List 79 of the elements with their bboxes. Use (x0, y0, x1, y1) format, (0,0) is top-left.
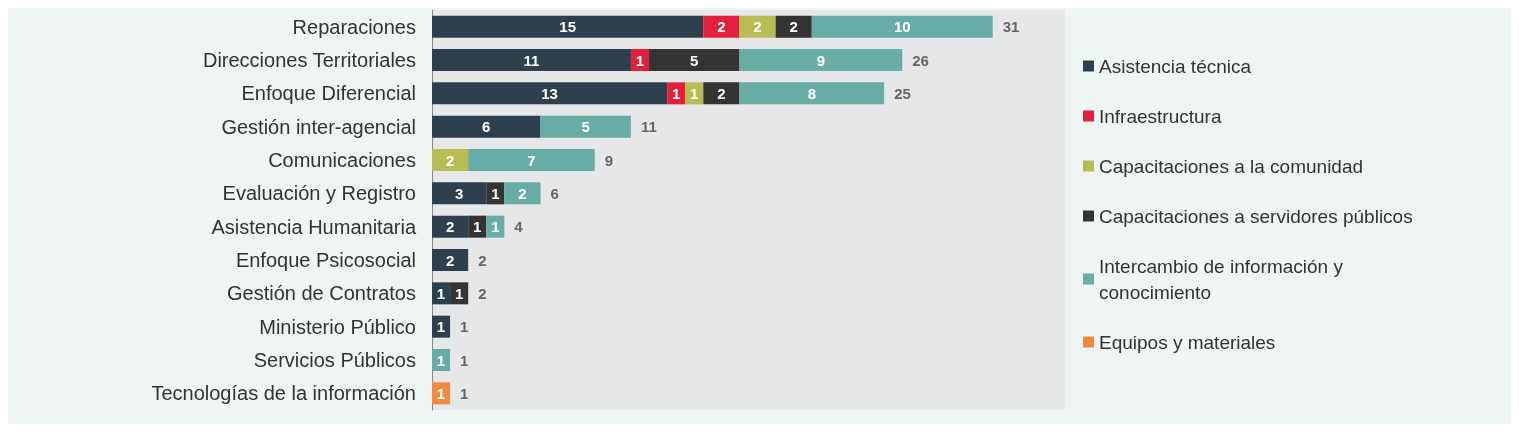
bar (775, 15, 812, 38)
data-label: 1 (491, 218, 500, 236)
data-label: 2 (445, 251, 455, 269)
y-tick-label: Servicios Públicos (253, 349, 416, 371)
data-label: 1 (671, 84, 681, 102)
data-label: 2 (445, 151, 455, 169)
total-label: 1 (460, 351, 469, 369)
bar (432, 215, 469, 238)
bar (811, 15, 993, 38)
y-tick-label: Enfoque Psicosocial (235, 249, 416, 271)
data-label: 2 (717, 84, 726, 102)
data-label: 1 (436, 384, 446, 402)
y-tick-label: Gestión de Contratos (227, 282, 416, 305)
y-tick-label: Reparaciones (292, 15, 416, 38)
legend-label: Intercambio de información y conocimiento (1099, 255, 1349, 303)
bar (739, 82, 885, 105)
total-label: 1 (460, 318, 469, 336)
y-tick-label: Asistencia Humanitaria (211, 215, 417, 238)
data-label: 2 (789, 18, 798, 36)
data-label: 1 (436, 284, 446, 302)
bar (739, 15, 776, 38)
bar (703, 15, 740, 38)
bar (432, 182, 487, 205)
data-label: 1 (635, 51, 645, 69)
total-label: 2 (478, 284, 487, 302)
total-label: 9 (604, 151, 614, 169)
legend-label: Capacitaciones a la comunidad (1099, 155, 1364, 177)
data-label: 5 (690, 51, 699, 69)
y-tick-label: Gestión inter-agencial (221, 115, 416, 138)
data-label: 9 (816, 51, 826, 69)
total-label: 4 (514, 218, 524, 236)
data-label: 1 (491, 184, 500, 202)
total-label: 11 (640, 118, 657, 136)
legend-label: Asistencia técnica (1099, 55, 1252, 77)
legend-label: Capacitaciones a servidores públicos (1099, 205, 1413, 227)
legend-label: Equipos y materiales (1099, 331, 1276, 353)
data-label: 10 (893, 18, 911, 36)
total-label: 26 (912, 51, 929, 69)
data-label: 15 (559, 18, 576, 36)
data-label: 7 (527, 151, 536, 169)
data-label: 13 (541, 84, 558, 102)
bar (649, 49, 740, 71)
bar (432, 49, 631, 71)
data-label: 1 (690, 84, 699, 102)
total-label: 25 (894, 84, 911, 102)
bar (504, 182, 541, 205)
data-label: 1 (454, 284, 464, 302)
y-tick-label: Ministerio Público (259, 315, 416, 338)
total-label: 1 (460, 384, 469, 402)
y-tick-label: Evaluación y Registro (222, 182, 416, 205)
bar (703, 82, 740, 105)
bar (468, 149, 595, 171)
bar (432, 149, 469, 171)
data-label: 1 (436, 318, 446, 336)
data-label: 8 (807, 84, 816, 102)
bar (739, 49, 903, 71)
data-label: 1 (436, 351, 446, 369)
y-tick-label: Direcciones Territoriales (202, 49, 416, 71)
data-label: 2 (445, 218, 455, 236)
bar (432, 115, 541, 138)
legend-label: Infraestructura (1099, 105, 1222, 127)
data-label: 5 (581, 118, 590, 136)
data-label: 2 (717, 18, 726, 36)
total-label: 31 (1002, 18, 1020, 36)
y-tick-label: Enfoque Diferencial (241, 82, 416, 105)
bar (432, 82, 668, 105)
bar (432, 249, 469, 271)
bar (432, 15, 704, 38)
total-label: 6 (550, 184, 559, 202)
y-tick-label: Comunicaciones (268, 149, 416, 171)
bar (540, 115, 631, 138)
total-label: 2 (478, 251, 487, 269)
data-label: 2 (753, 18, 762, 36)
data-label: 1 (473, 218, 482, 236)
data-label: 11 (523, 51, 540, 69)
data-label: 2 (518, 184, 527, 202)
y-tick-label: Tecnologías de la información (151, 382, 416, 405)
data-label: 6 (482, 118, 491, 136)
data-label: 3 (454, 184, 464, 202)
